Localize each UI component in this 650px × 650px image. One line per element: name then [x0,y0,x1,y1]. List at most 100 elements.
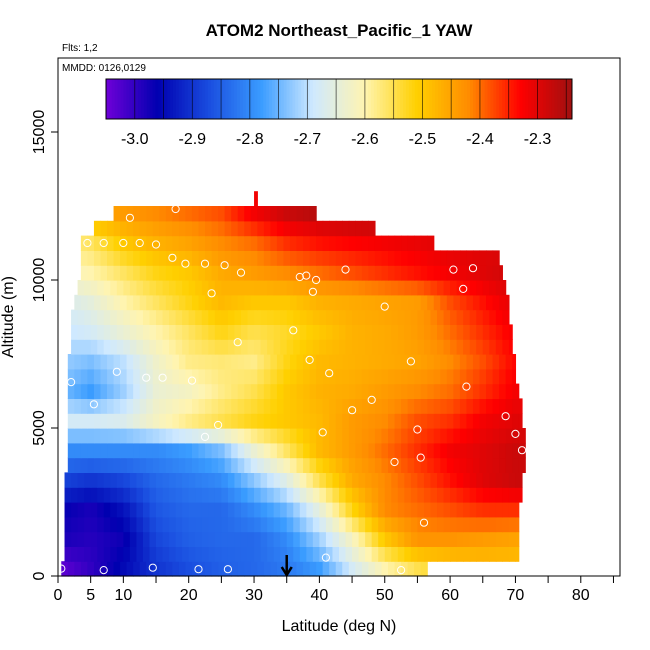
heatmap-cell [139,354,147,370]
heatmap-cell [499,442,507,459]
colorbar-segment [510,79,515,119]
heatmap-cell [80,354,88,370]
heatmap-cell [391,309,399,325]
heatmap-cell [136,487,144,503]
sample-point [312,275,321,285]
heatmap-cell [185,442,193,459]
heatmap-cell [244,294,252,311]
heatmap-cell [129,531,138,547]
heatmap-cell [378,502,386,518]
heatmap-cell [508,546,517,562]
heatmap-cell [453,428,461,444]
heatmap-cell [244,428,252,444]
heatmap-cell [289,398,298,414]
heatmap-cell [335,383,343,399]
heatmap-cell [162,531,170,547]
heatmap-cell [133,383,141,399]
heatmap-cell [505,398,513,414]
heatmap-cell [459,398,468,414]
heatmap-cell [388,294,396,311]
heatmap-cell [260,516,268,533]
heatmap-cell [397,339,405,355]
heatmap-cell [280,502,288,518]
heatmap-cell [152,457,160,473]
heatmap-cell [414,457,422,473]
sample-point [325,369,334,378]
heatmap-cell [348,428,356,444]
heatmap-cell [198,220,206,237]
heatmap-cell [240,502,249,518]
heatmap-cell [339,546,347,562]
heatmap-cell [149,531,157,547]
heatmap-cell [309,235,317,251]
heatmap-cell [103,339,111,355]
heatmap-cell [149,546,157,562]
heatmap-cell [231,220,239,237]
heatmap-cell [172,398,180,414]
heatmap-cell [100,457,108,473]
heatmap-cell [152,250,160,266]
heatmap-cell [191,220,200,237]
colorbar-segment [210,79,215,119]
heatmap-cell [214,324,222,340]
heatmap-cell [152,442,160,459]
colorbar-segment [202,79,206,119]
colorbar-segment [170,79,174,119]
heatmap-cell [218,398,226,414]
heatmap-cell [391,280,399,296]
heatmap-cell [339,280,347,296]
heatmap-cell [489,487,497,503]
heatmap-cell [420,235,428,251]
heatmap-cell [430,309,438,325]
heatmap-cell [316,398,324,414]
heatmap-cell [423,531,432,547]
heatmap-cell [263,383,271,399]
heatmap-cell [162,309,170,325]
heatmap-cell [123,324,131,340]
heatmap-cell [296,428,304,444]
heatmap-cell [84,339,92,355]
heatmap-cell [299,339,307,355]
heatmap-cell [482,309,490,325]
colorbar-segment [391,79,395,119]
heatmap-cell [365,487,373,503]
heatmap-cell [446,354,454,370]
heatmap-cell [201,324,209,340]
heatmap-cell [348,413,356,429]
colorbar-segment [513,79,518,119]
heatmap-cell [165,235,173,251]
heatmap-cell [254,309,262,325]
heatmap-cell [433,398,441,414]
heatmap-cell [198,235,206,251]
heatmap-cell [299,531,307,547]
heatmap-cell [247,487,255,503]
heatmap-cell [397,309,405,325]
heatmap-cell [273,502,281,518]
heatmap-cell [84,280,92,296]
heatmap-cell [64,472,72,488]
heatmap-cell [139,265,147,281]
colorbar-segment [502,79,506,119]
heatmap-cell [293,487,301,503]
x-tick-label: 60 [441,587,459,604]
colorbar-segment [408,79,413,119]
heatmap-cell [361,561,369,577]
heatmap-cell [133,206,141,222]
heatmap-cell [502,487,510,503]
heatmap-cell [224,561,232,577]
heatmap-cell [384,531,392,547]
heatmap-cell [270,354,278,370]
heatmap-cell [388,561,396,577]
heatmap-cell [227,324,236,340]
heatmap-cell [407,368,415,385]
colorbar-segment [376,79,381,119]
heatmap-cell [293,502,301,518]
heatmap-cell [342,457,350,473]
colorbar-segment [496,79,500,119]
heatmap-cell [231,398,239,414]
colorbar-segment [298,79,302,119]
heatmap-cell [107,265,115,281]
heatmap-cell [74,354,82,370]
heatmap-cell [407,250,415,266]
heatmap-cell [515,487,523,503]
